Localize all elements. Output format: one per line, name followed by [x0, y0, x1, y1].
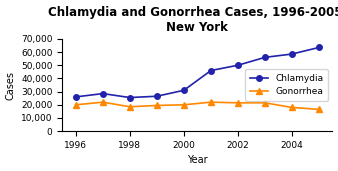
- Chlamydia: [182, 89, 186, 91]
- Gonorrhea: [290, 106, 294, 108]
- Gonorrhea: [101, 101, 105, 103]
- Chlamydia: [263, 56, 267, 58]
- Gonorrhea: [263, 102, 267, 104]
- Chlamydia: [101, 93, 105, 95]
- Chlamydia: [128, 96, 132, 98]
- Gonorrhea: [317, 108, 321, 110]
- Gonorrhea: [128, 106, 132, 108]
- Gonorrhea: [155, 104, 159, 107]
- Gonorrhea: [74, 104, 78, 106]
- Y-axis label: Cases: Cases: [5, 70, 16, 100]
- Gonorrhea: [236, 102, 240, 104]
- Chlamydia: [209, 69, 213, 71]
- Chlamydia: [290, 53, 294, 55]
- Gonorrhea: [182, 104, 186, 106]
- Title: Chlamydia and Gonorrhea Cases, 1996-2005,
New York: Chlamydia and Gonorrhea Cases, 1996-2005…: [48, 5, 338, 34]
- Chlamydia: [74, 96, 78, 98]
- Line: Chlamydia: Chlamydia: [73, 45, 322, 100]
- Chlamydia: [317, 47, 321, 49]
- Chlamydia: [236, 64, 240, 66]
- Legend: Chlamydia, Gonorrhea: Chlamydia, Gonorrhea: [245, 69, 328, 101]
- Gonorrhea: [209, 101, 213, 103]
- X-axis label: Year: Year: [187, 155, 208, 166]
- Line: Gonorrhea: Gonorrhea: [73, 99, 322, 112]
- Chlamydia: [155, 95, 159, 97]
